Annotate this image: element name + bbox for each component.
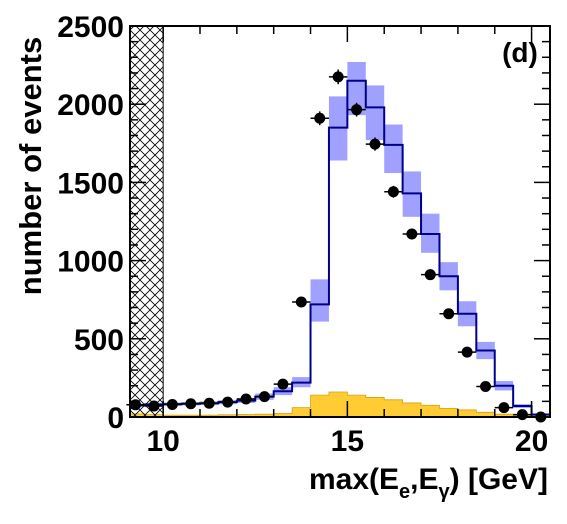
data-point [277,378,289,390]
uncertainty-band-bin [347,61,366,116]
data-point [222,396,234,408]
x-tick-label: 15 [331,425,364,458]
x-tick-label: 20 [515,425,548,458]
data-point [461,346,473,358]
data-point [295,296,307,308]
panel-label: (d) [502,37,538,68]
data-point [369,138,381,150]
data-point [498,402,510,414]
y-tick-label: 0 [107,402,124,435]
data-point [185,398,197,410]
data-point [166,398,178,410]
x-axis-label-sub-e: e [399,481,410,503]
x-axis-label-end: ) [GeV] [450,463,548,496]
data-point [351,104,363,116]
x-axis-label-main: max(E [309,463,399,496]
data-point [406,228,418,240]
x-axis-label-sub-gamma: γ [439,481,451,503]
uncertainty-band-bin [384,124,403,174]
y-axis-label: number of events [13,37,48,295]
data-point [480,381,492,393]
y-tick-label: 2500 [57,11,124,44]
plot-frame [129,25,551,418]
excluded-region-hatch [129,25,164,418]
data-point [443,308,455,320]
x-axis-label: max(Ee,Eγ) [GeV] [309,463,548,503]
data-point [258,391,270,403]
y-tick-label: 2000 [57,89,124,122]
y-tick-label: 1500 [57,167,124,200]
uncertainty-band-bin [310,279,329,322]
data-point [203,397,215,409]
x-tick-label: 10 [146,425,179,458]
y-tick-label: 1000 [57,246,124,279]
data-point [332,71,344,83]
data-point [387,186,399,198]
data-point [424,269,436,281]
data-point [240,393,252,405]
uncertainty-band-bin [365,85,385,141]
x-axis-label-mid: ,E [410,463,438,496]
y-tick-label: 500 [74,324,124,357]
data-point [314,112,326,124]
data-point [148,400,160,412]
data-point [516,409,528,421]
